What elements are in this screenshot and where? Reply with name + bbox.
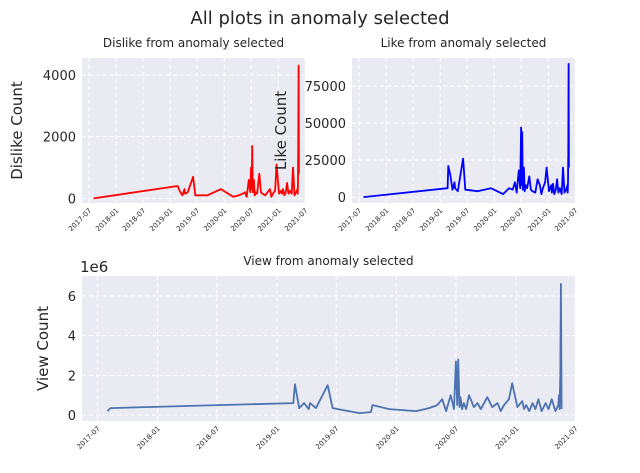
dislike-x-tick-label: 2021-01 <box>256 207 282 233</box>
view-x-tick-label: 2018-07 <box>195 425 221 451</box>
view-x-tick-label: 2020-07 <box>434 425 460 451</box>
like-x-tick-label: 2018-01 <box>364 207 390 233</box>
like-x-tick-label: 2017-07 <box>337 207 363 233</box>
view-x-tick-label: 2018-01 <box>136 425 162 451</box>
dislike-y-tick-label: 2000 <box>43 131 76 146</box>
like-plot-area <box>352 58 575 203</box>
view-y-axis-label: View Count <box>34 306 52 391</box>
like-y-tick-label: 75000 <box>305 80 346 95</box>
dislike-series-line <box>93 64 300 200</box>
dislike-subplot-title: Dislike from anomaly selected <box>103 36 284 50</box>
view-plot-area <box>82 276 575 421</box>
like-y-tick-label: 0 <box>338 191 346 206</box>
dislike-subplot: 2017-07 2018-01 2018-07 2019-01 2019-07 2020-… <box>8 36 310 233</box>
like-x-tick-label: 2020-07 <box>499 207 525 233</box>
dislike-x-tick-label: 2020-01 <box>202 207 228 233</box>
view-axis-offset-text: 1e6 <box>80 258 108 276</box>
view-series-line <box>106 282 563 415</box>
view-y-tick-label: 0 <box>68 409 76 424</box>
like-x-tick-label: 2021-01 <box>526 207 552 233</box>
dislike-y-tick-label: 4000 <box>43 69 76 84</box>
like-x-tick-label: 2019-07 <box>445 207 471 233</box>
like-x-tick-label: 2021-07 <box>553 207 579 233</box>
view-x-tick-label: 2021-01 <box>494 425 520 451</box>
dislike-x-tick-label: 2017-07 <box>67 207 93 233</box>
like-x-tick-label: 2020-01 <box>472 207 498 233</box>
like-subplot: 2017-07 2018-01 2018-07 2019-01 2019-07 2020-… <box>272 36 580 233</box>
dislike-x-tick-label: 2019-07 <box>175 207 201 233</box>
dislike-y-tick-label: 0 <box>68 192 76 207</box>
view-y-tick-label: 2 <box>68 369 76 384</box>
figure-title: All plots in anomaly selected <box>190 8 449 29</box>
dislike-x-tick-label: 2021-07 <box>283 207 309 233</box>
like-subplot-title: Like from anomaly selected <box>381 36 547 50</box>
view-subplot-title: View from anomaly selected <box>243 254 413 268</box>
view-y-tick-label: 4 <box>68 330 76 345</box>
dislike-y-axis-label: Dislike Count <box>8 81 26 180</box>
view-x-tick-label: 2017-07 <box>75 425 101 451</box>
dislike-x-tick-label: 2018-01 <box>94 207 120 233</box>
like-y-axis-label: Like Count <box>272 91 290 170</box>
like-series-line <box>363 63 570 198</box>
view-x-tick-label: 2021-07 <box>553 425 579 451</box>
like-x-tick-label: 2019-01 <box>418 207 444 233</box>
view-x-tick-label: 2019-07 <box>314 425 340 451</box>
view-subplot: 2017-07 2018-01 2018-07 2019-01 2019-07 2020-… <box>34 254 580 451</box>
dislike-x-tick-label: 2020-07 <box>229 207 255 233</box>
dislike-x-tick-label: 2018-07 <box>121 207 147 233</box>
like-y-tick-label: 25000 <box>305 154 346 169</box>
like-y-tick-label: 50000 <box>305 117 346 132</box>
view-x-tick-label: 2020-01 <box>374 425 400 451</box>
dislike-x-tick-label: 2019-01 <box>148 207 174 233</box>
view-x-tick-label: 2019-01 <box>255 425 281 451</box>
view-y-tick-label: 6 <box>68 290 76 305</box>
like-x-tick-label: 2018-07 <box>391 207 417 233</box>
